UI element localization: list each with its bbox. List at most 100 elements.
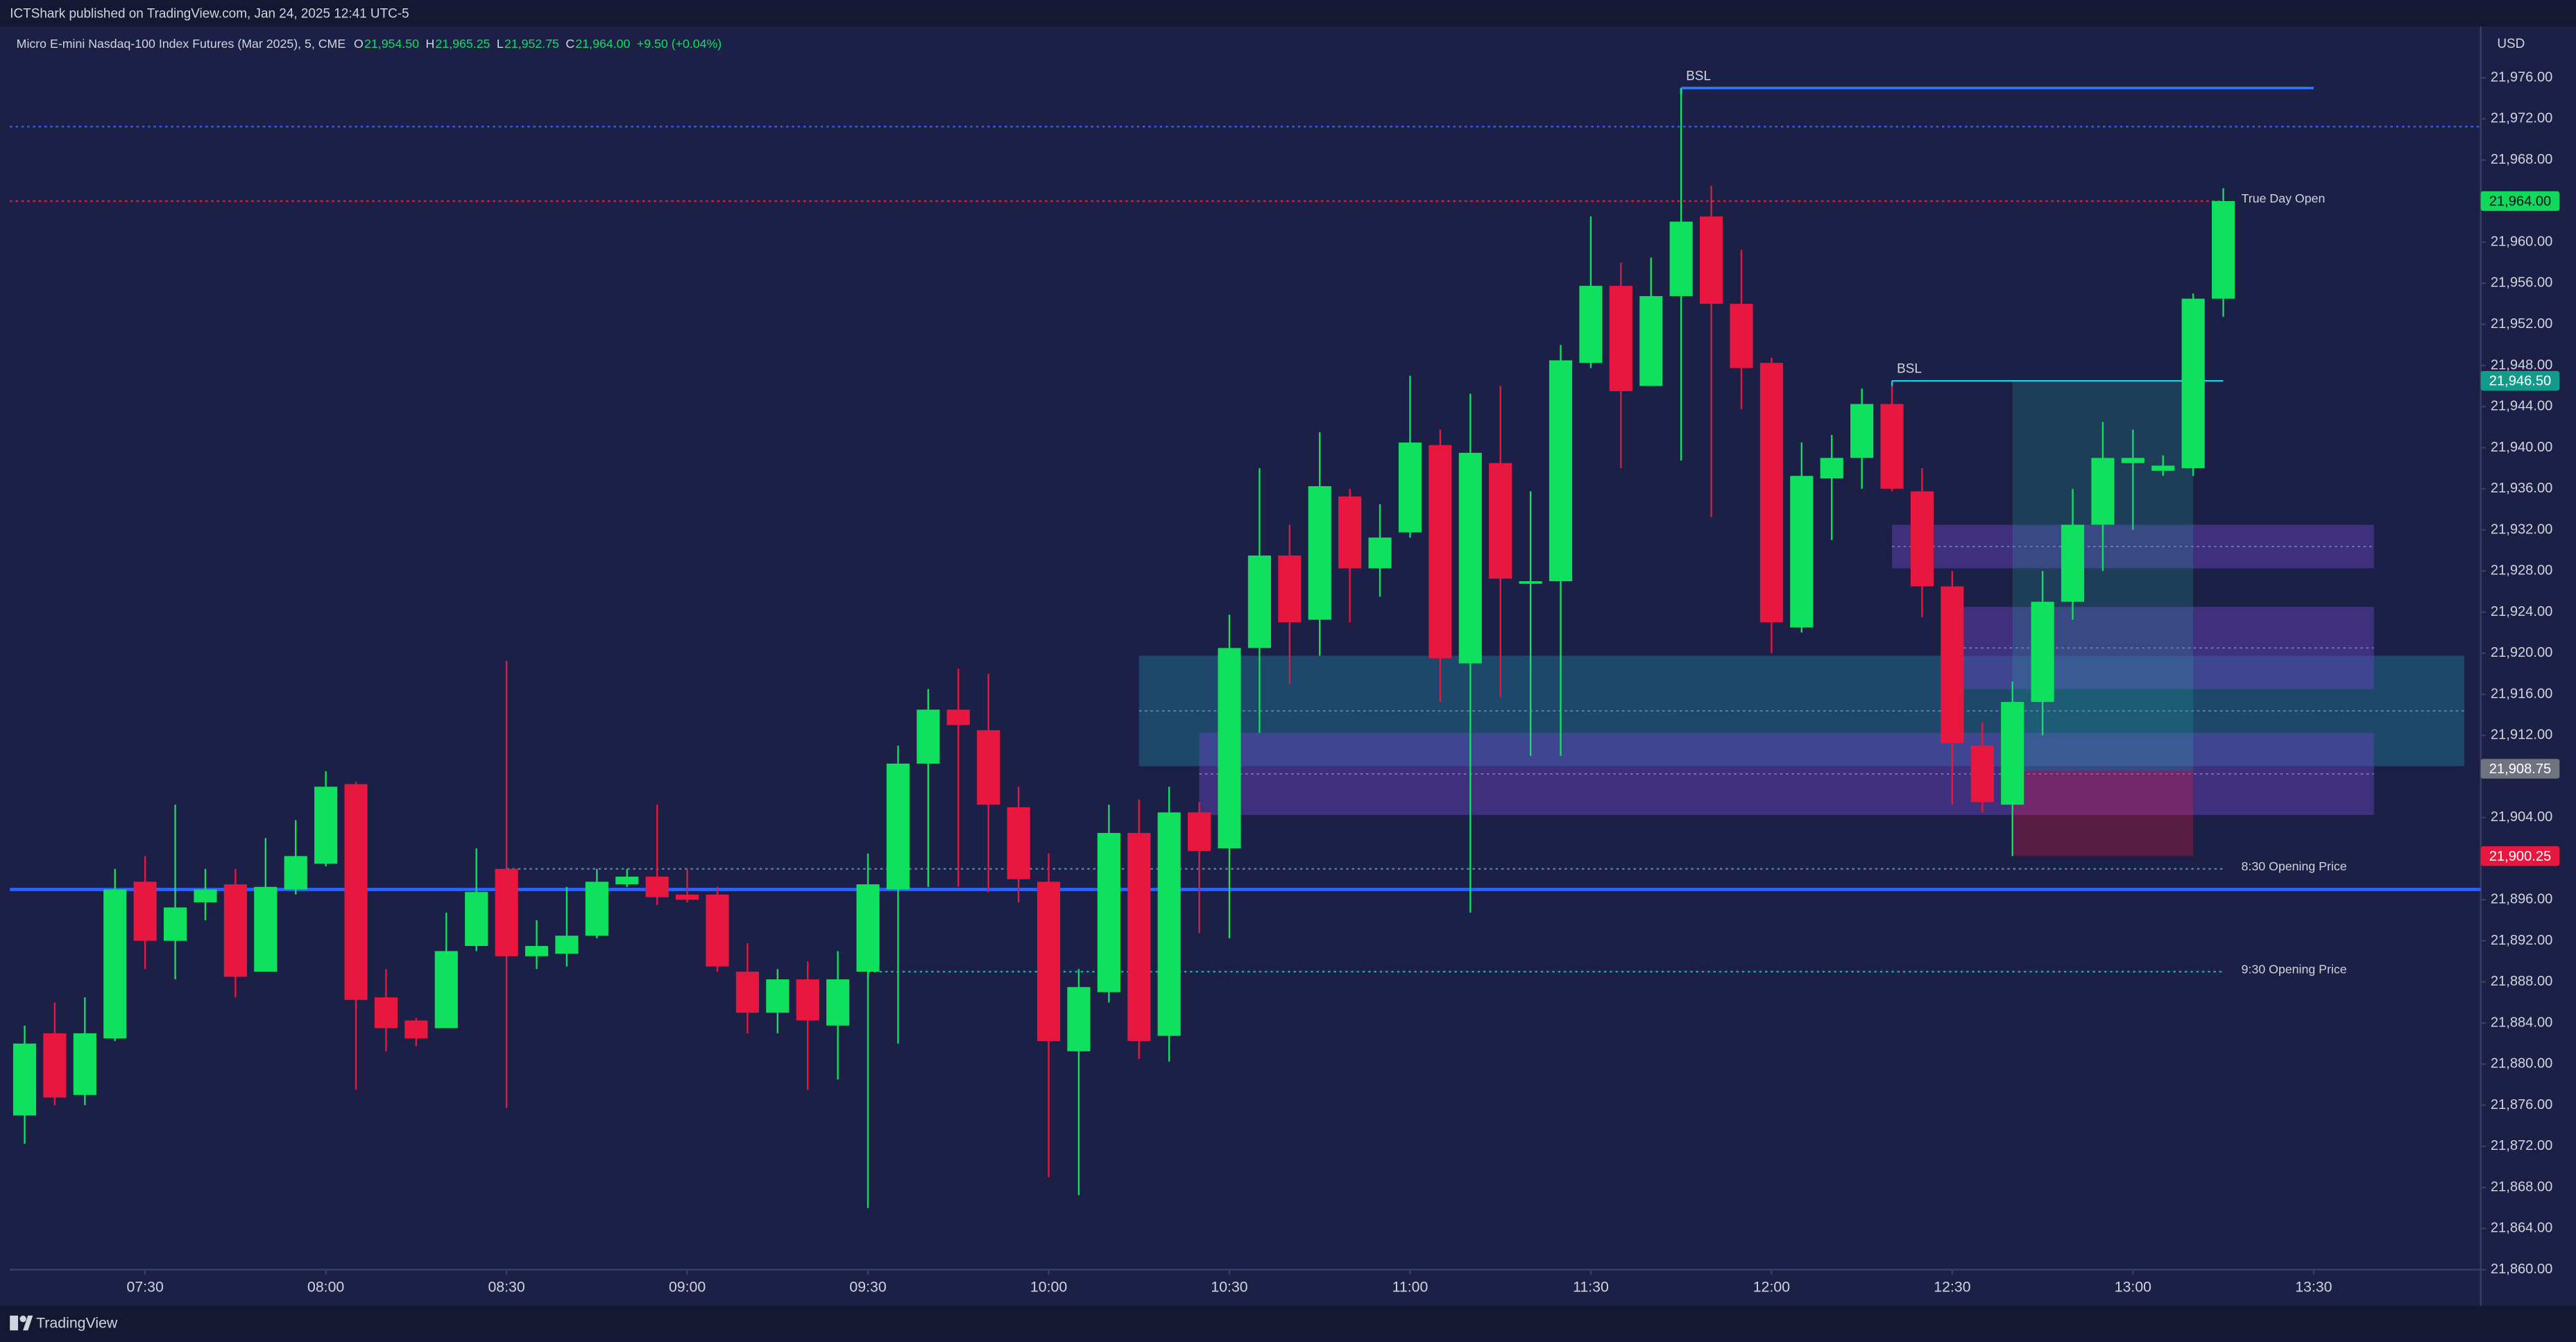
- candle-body: [2121, 458, 2144, 463]
- candle-body: [284, 856, 307, 890]
- y-tick-label: 21,924.00: [2491, 604, 2552, 619]
- candle-body: [826, 979, 850, 1026]
- candle-body: [1850, 404, 1874, 458]
- candle-body: [2061, 524, 2085, 602]
- candle-body: [43, 1033, 67, 1098]
- candle-body: [1579, 286, 1603, 363]
- candle-body: [645, 876, 669, 897]
- candle-body: [1188, 812, 1211, 851]
- y-tick-label: 21,888.00: [2491, 974, 2552, 989]
- y-tick-label: 21,916.00: [2491, 686, 2552, 701]
- candle-body: [585, 881, 608, 936]
- y-tick-label: 21,860.00: [2491, 1262, 2552, 1277]
- y-tick-label: 21,884.00: [2491, 1015, 2552, 1030]
- candle-body: [1127, 833, 1151, 1042]
- y-tick-label: 21,932.00: [2491, 522, 2552, 537]
- x-tick-label: 12:00: [1753, 1278, 1790, 1295]
- zone: [2012, 771, 2194, 857]
- y-tick-label: 21,864.00: [2491, 1221, 2552, 1236]
- candle-body: [1609, 286, 1632, 391]
- y-tick-label: 21,904.00: [2491, 809, 2552, 825]
- y-tick-label: 21,960.00: [2491, 234, 2552, 249]
- candle-body: [103, 889, 127, 1039]
- y-tick-label: 21,948.00: [2491, 357, 2552, 372]
- candle-body: [1730, 304, 1753, 368]
- candle-body: [706, 894, 729, 967]
- candle-body: [1489, 463, 1512, 579]
- candle-body: [164, 907, 187, 941]
- legend-key: O: [354, 37, 364, 51]
- candle-body: [465, 892, 488, 946]
- candle-body: [1037, 881, 1061, 1042]
- x-tick-label: 09:30: [849, 1278, 886, 1295]
- candle-body: [1157, 812, 1181, 1036]
- top-bar: [0, 0, 2576, 27]
- x-tick-label: 08:00: [307, 1278, 344, 1295]
- candle-body: [254, 886, 278, 972]
- candle-body: [1519, 581, 1542, 584]
- y-tick-label: 21,936.00: [2491, 481, 2552, 496]
- candle-body: [615, 876, 639, 885]
- footer-bar: [0, 1305, 2576, 1342]
- candle-body: [344, 784, 368, 1000]
- candle-body: [977, 730, 1000, 805]
- zone: [1892, 524, 2374, 569]
- y-tick-label: 21,868.00: [2491, 1179, 2552, 1194]
- x-tick-label: 08:30: [488, 1278, 524, 1295]
- price-label-box: [2480, 846, 2560, 866]
- candle-body: [886, 764, 910, 890]
- candle-body: [1759, 363, 1784, 623]
- candle-body: [495, 868, 518, 956]
- candle-body: [314, 786, 338, 864]
- candle-body: [374, 997, 398, 1029]
- candle-body: [1368, 537, 1392, 569]
- level-label: 9:30 Opening Price: [2242, 962, 2347, 976]
- y-tick-label: 21,920.00: [2491, 645, 2552, 660]
- level-label: BSL: [1897, 362, 1922, 377]
- y-tick-label: 21,928.00: [2491, 563, 2552, 578]
- candle-body: [524, 945, 549, 956]
- candle-body: [1398, 442, 1422, 533]
- brand-logo: [10, 1315, 33, 1331]
- candle-body: [1428, 445, 1452, 659]
- candle-body: [1458, 452, 1482, 664]
- x-tick-label: 10:00: [1030, 1278, 1067, 1295]
- candle-body: [194, 889, 217, 903]
- candle-body: [766, 979, 790, 1013]
- candle-body: [1278, 556, 1302, 623]
- candle-body: [1940, 586, 1964, 743]
- price-label: 21,908.75: [2489, 762, 2551, 777]
- candle-body: [1007, 807, 1030, 879]
- chart-title: Micro E-mini Nasdaq-100 Index Futures (M…: [17, 37, 346, 51]
- legend-value: 21,965.25: [435, 37, 490, 51]
- candle-body: [555, 936, 579, 954]
- x-tick-label: 13:00: [2115, 1278, 2151, 1295]
- legend-key: L: [497, 37, 504, 51]
- candle-body: [1308, 486, 1331, 620]
- y-tick-label: 21,872.00: [2491, 1138, 2552, 1153]
- candle-body: [2151, 465, 2175, 471]
- y-tick-label: 21,896.00: [2491, 892, 2552, 907]
- candle-body: [1097, 833, 1120, 992]
- candle-body: [946, 709, 970, 725]
- candle-body: [1247, 556, 1271, 648]
- candle-body: [735, 972, 759, 1013]
- candle-body: [404, 1020, 428, 1039]
- candle-body: [1669, 221, 1693, 296]
- y-tick-label: 21,892.00: [2491, 933, 2552, 948]
- y-tick-label: 21,880.00: [2491, 1056, 2552, 1072]
- x-tick-label: 11:30: [1573, 1278, 1609, 1295]
- candle-body: [2181, 298, 2205, 469]
- level-label: BSL: [1686, 69, 1711, 83]
- x-tick-label: 13:30: [2295, 1278, 2332, 1295]
- y-tick-label: 21,972.00: [2491, 111, 2552, 126]
- candle-body: [223, 884, 247, 977]
- candle-body: [1880, 404, 1904, 489]
- price-label: 21,900.25: [2489, 849, 2551, 864]
- legend-change: +9.50 (+0.04%): [637, 37, 722, 51]
- candle-body: [2001, 702, 2024, 805]
- legend-key: H: [425, 37, 434, 51]
- candle-body: [1549, 360, 1573, 582]
- x-tick-label: 10:30: [1211, 1278, 1247, 1295]
